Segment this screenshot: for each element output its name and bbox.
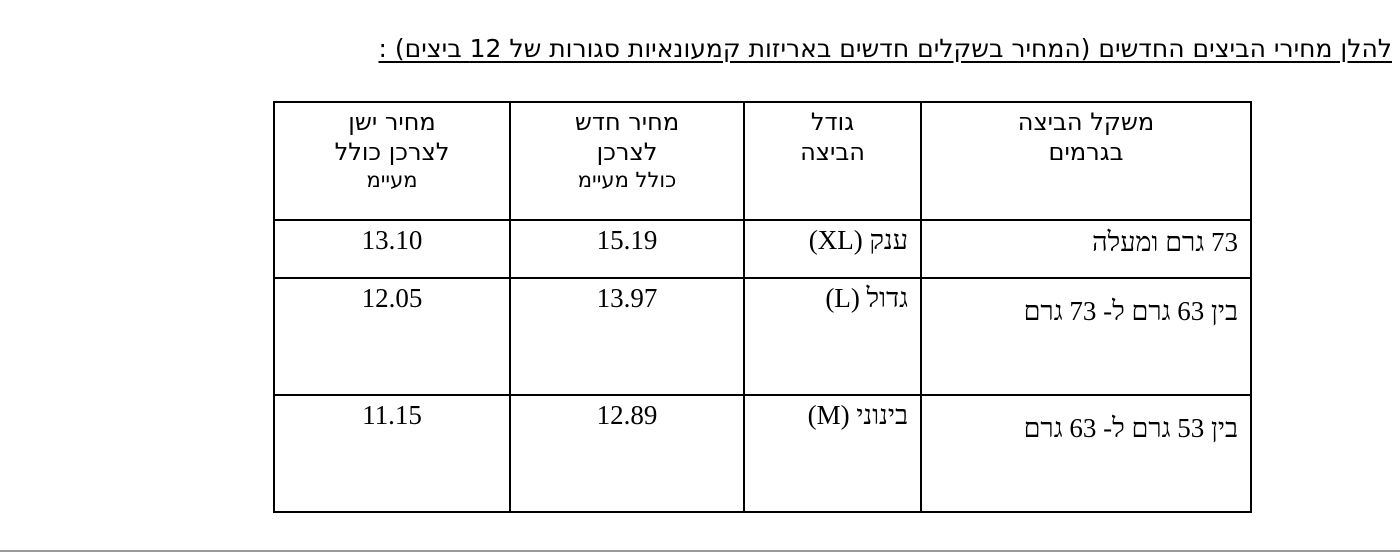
page-divider	[0, 550, 1400, 552]
header-weight-line-2: בגרמים	[1048, 138, 1124, 166]
row-size: ענק (XL)	[743, 219, 922, 279]
header-weight-line-1: משקל הביצה	[1017, 108, 1155, 136]
row-old-price: 12.05	[273, 277, 511, 396]
header-old-price-line-1: מחיר ישן	[348, 108, 436, 136]
header-old-price-line-3: מעיימ	[366, 168, 418, 192]
egg-prices-table: משקל הביצה בגרמים גודל הביצה מחיר חדש לצ…	[273, 101, 1252, 513]
row-new-price: 15.19	[509, 219, 745, 279]
heading-text: להלן מחירי הביצים החדשים (המחיר בשקלים ח…	[378, 34, 1392, 63]
header-size-line-2: הביצה	[800, 138, 865, 166]
row-old-price: 13.10	[273, 219, 511, 279]
header-new-price-line-2: לצרכן	[596, 138, 658, 166]
table-header-row: משקל הביצה בגרמים גודל הביצה מחיר חדש לצ…	[273, 101, 1252, 221]
header-size: גודל הביצה	[743, 101, 922, 221]
row-size: גדול (L)	[743, 277, 922, 396]
header-weight: משקל הביצה בגרמים	[920, 101, 1252, 221]
row-new-price: 13.97	[509, 277, 745, 396]
row-weight: בין 53 גרם ל- 63 גרם	[920, 394, 1252, 513]
table-row: 73 גרם ומעלה ענק (XL) 15.19 13.10	[273, 219, 1252, 279]
header-new-price-line-1: מחיר חדש	[574, 108, 680, 136]
row-new-price: 12.89	[509, 394, 745, 513]
header-new-price: מחיר חדש לצרכן כולל מעיימ	[509, 101, 745, 221]
header-old-price: מחיר ישן לצרכן כולל מעיימ	[273, 101, 511, 221]
header-new-price-line-3: כולל מעיימ	[577, 168, 677, 192]
header-old-price-line-2: לצרכן כולל	[334, 138, 450, 166]
row-weight: בין 63 גרם ל- 73 גרם	[920, 277, 1252, 396]
document-heading: להלן מחירי הביצים החדשים (המחיר בשקלים ח…	[8, 32, 1392, 66]
table-row: בין 63 גרם ל- 73 גרם גדול (L) 13.97 12.0…	[273, 277, 1252, 396]
table-row: בין 53 גרם ל- 63 גרם בינוני (M) 12.89 11…	[273, 394, 1252, 513]
row-weight: 73 גרם ומעלה	[920, 219, 1252, 279]
header-size-line-1: גודל	[810, 108, 855, 136]
row-size: בינוני (M)	[743, 394, 922, 513]
row-old-price: 11.15	[273, 394, 511, 513]
